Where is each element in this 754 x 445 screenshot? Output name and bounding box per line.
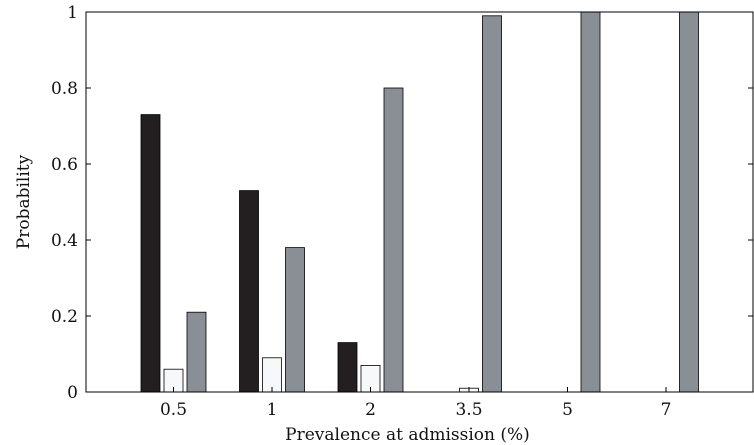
x-axis-label: Prevalence at admission (%) bbox=[285, 425, 530, 445]
y-tick-label: 0 bbox=[67, 383, 78, 403]
bar-0.5-s3 bbox=[186, 311, 207, 393]
x-tick-label: 7 bbox=[661, 400, 672, 420]
x-tick-label: 2 bbox=[365, 400, 376, 420]
bar-5-s3 bbox=[580, 11, 601, 393]
y-tick-label: 0.2 bbox=[51, 307, 78, 327]
bar-2-s3 bbox=[383, 87, 404, 393]
x-tick-label: 3.5 bbox=[455, 400, 482, 420]
plot-frame bbox=[85, 11, 754, 393]
bar-1-s2 bbox=[262, 357, 282, 393]
y-tick-label: 0.4 bbox=[51, 231, 78, 251]
bar-0.5-s1 bbox=[140, 114, 161, 393]
x-tick-label: 5 bbox=[562, 400, 573, 420]
bar-3.5-s3 bbox=[482, 15, 502, 393]
x-tick-labels: 0.5 1 2 3.5 5 7 bbox=[160, 387, 671, 420]
y-tick-label: 0.6 bbox=[51, 155, 78, 175]
y-tick-label: 0.8 bbox=[51, 79, 78, 99]
bar-7-s3 bbox=[679, 11, 699, 393]
x-tick-label: 1 bbox=[267, 400, 278, 420]
bar-2-s1 bbox=[337, 342, 358, 393]
bars-group bbox=[140, 11, 699, 393]
x-tick-label: 0.5 bbox=[160, 400, 187, 420]
y-tick-labels: 0 0.2 0.4 0.6 0.8 1 bbox=[51, 3, 753, 403]
y-axis-label: Probability bbox=[14, 154, 34, 249]
bar-1-s3 bbox=[285, 247, 305, 393]
y-tick-label: 1 bbox=[67, 3, 78, 23]
bar-1-s1 bbox=[239, 190, 259, 393]
